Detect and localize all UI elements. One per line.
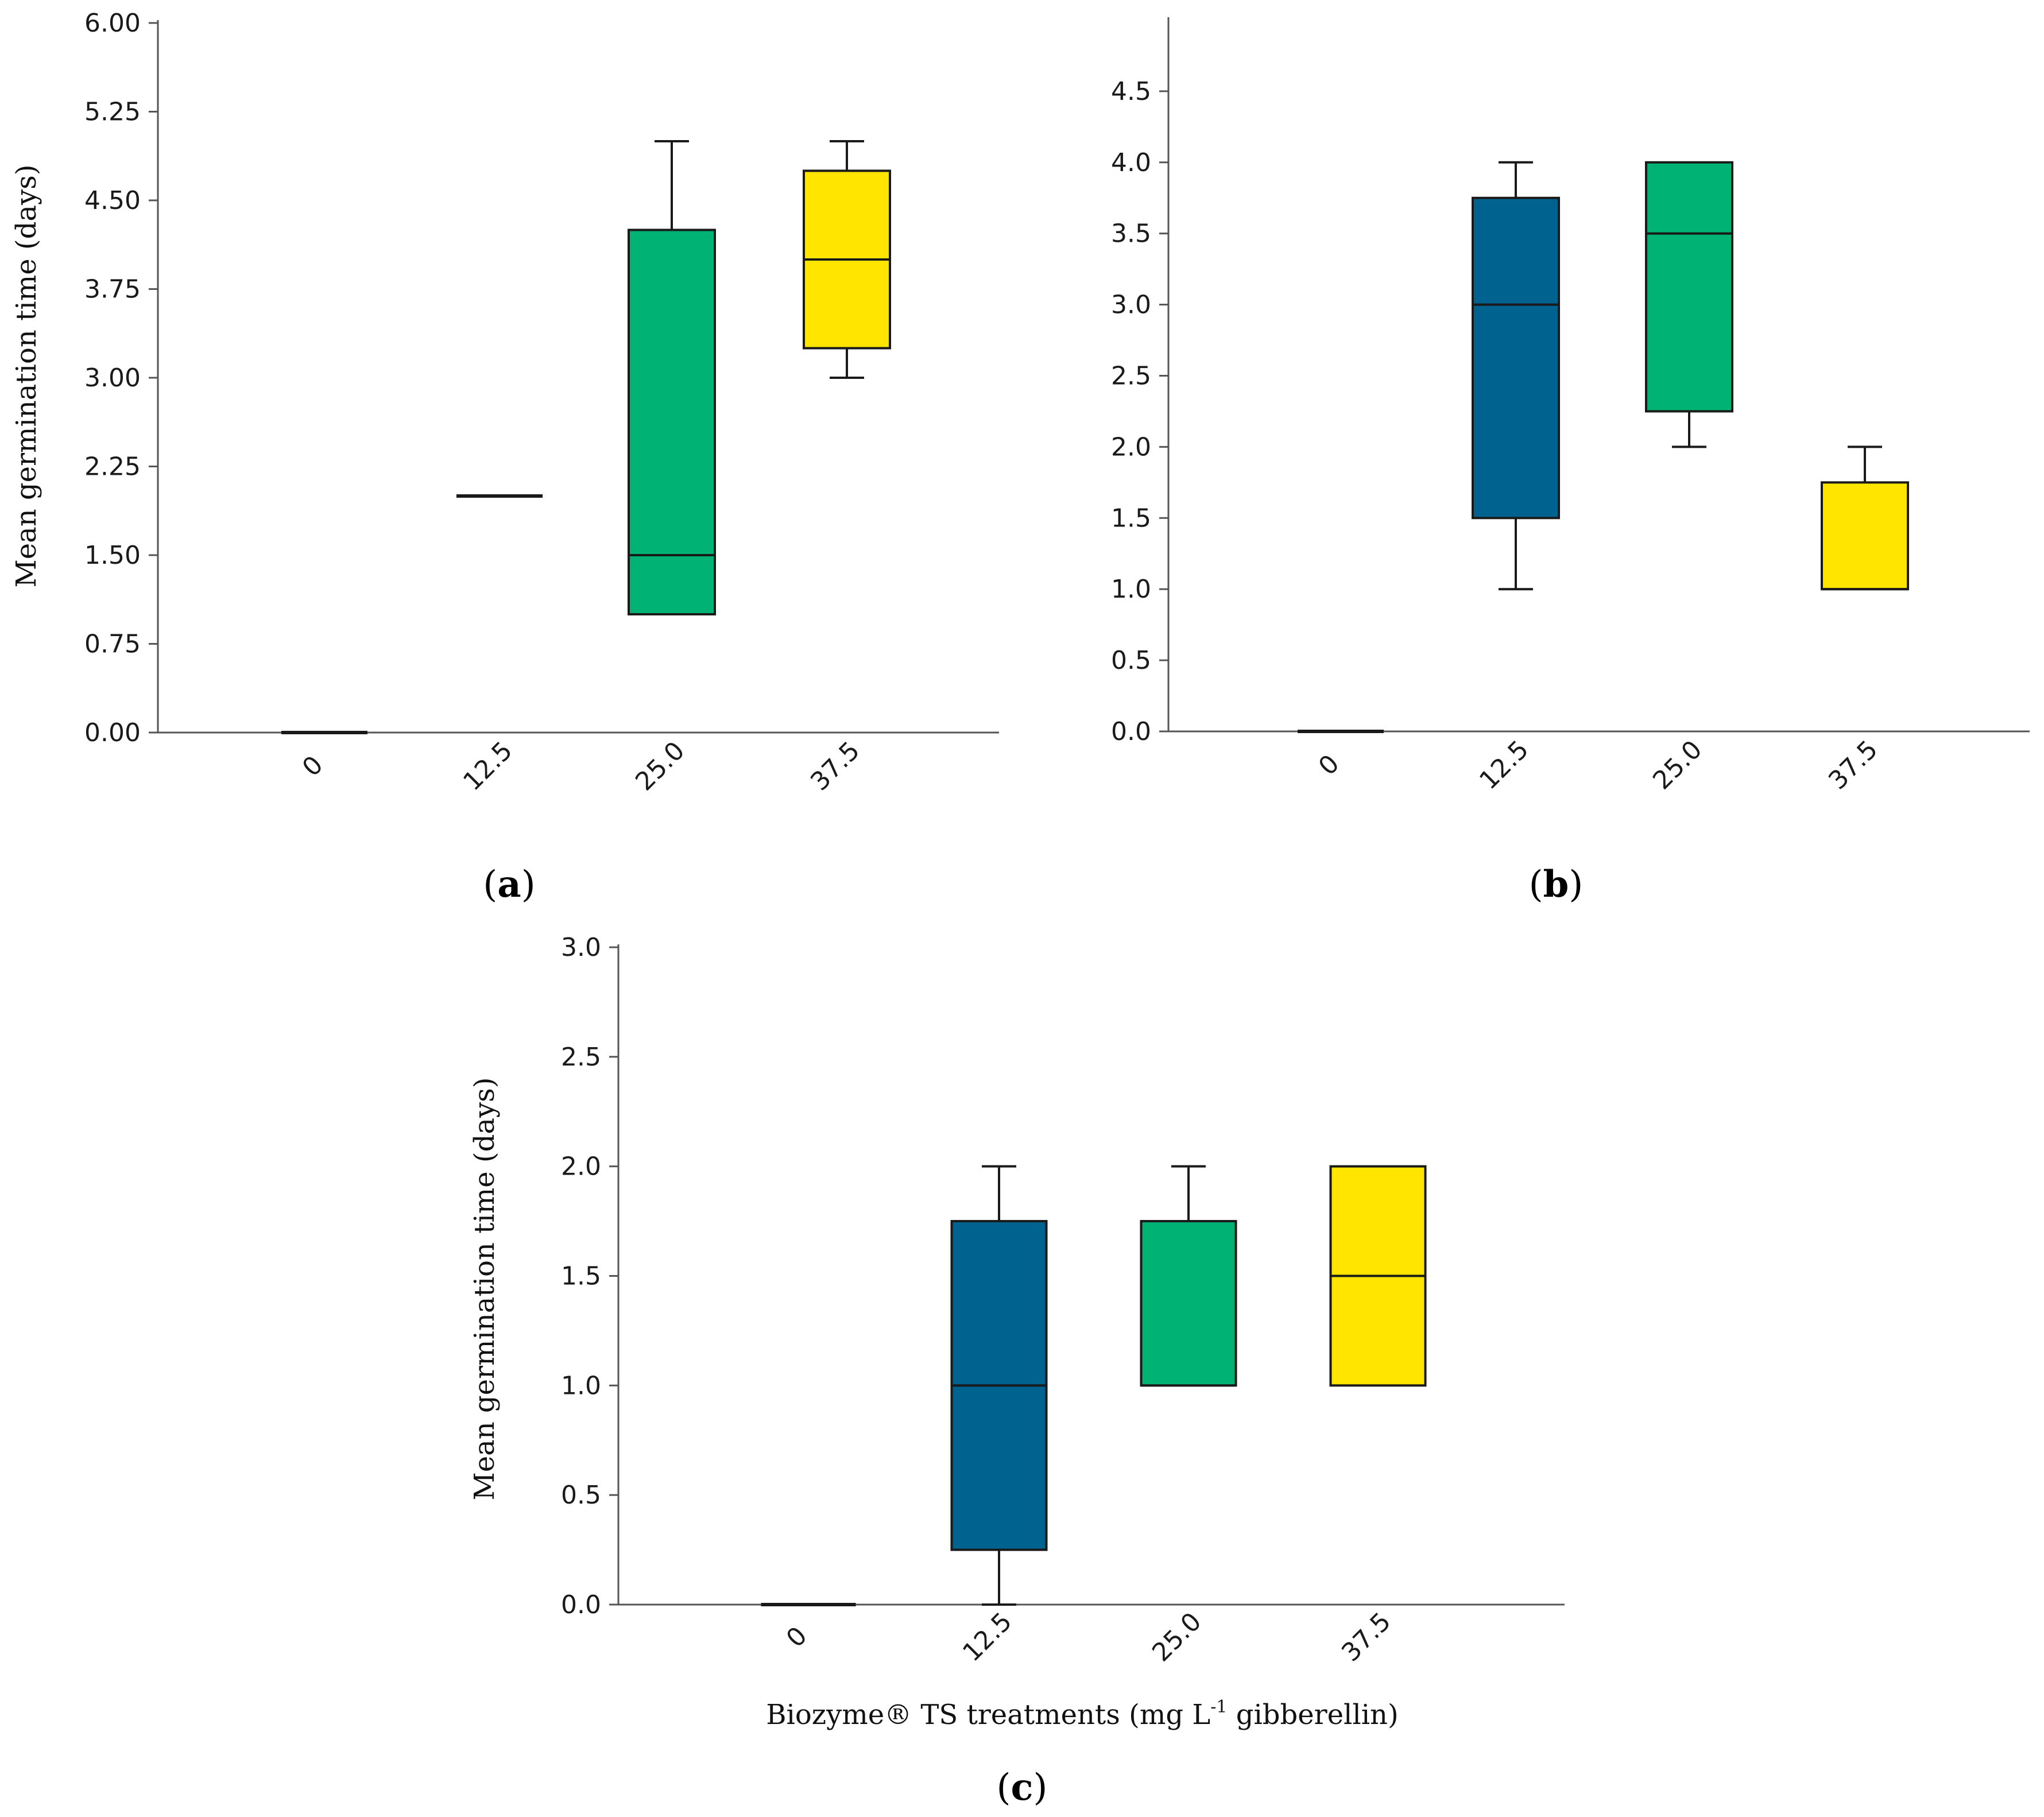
panel-c-x-tick-label: 37.5 [1336, 1607, 1396, 1667]
panel-c-y-tick-label: 2.5 [561, 1043, 601, 1072]
panel-a-x-tick-label: 12.5 [458, 736, 518, 796]
panel-b-x-tick-label: 12.5 [1474, 735, 1534, 795]
panel-a: 0.00 0.75 1.50 2.25 3.00 3.75 4.50 5.25 6.00 0 12.… [84, 9, 999, 796]
panel-b-y-tick-label: 0.0 [1111, 717, 1151, 746]
panel-c-y-tick-label: 0.5 [561, 1481, 601, 1510]
panel-b-y-tick-label: 2.0 [1111, 432, 1151, 462]
panel-b-box-12.5 [1472, 161, 1560, 591]
panel-c-x-tick-label: 0 [781, 1621, 813, 1653]
panel-b-y-tick-label: 0.5 [1111, 646, 1151, 675]
panel-a-y-tick-label: 0.75 [84, 630, 141, 659]
x-axis-title-superscript: -1 [1210, 1697, 1227, 1717]
panel-b-y-tick-label: 1.0 [1111, 575, 1151, 604]
panel-c-x-tick-label: 25.0 [1147, 1607, 1207, 1667]
panel-a-y-tick-label: 6.00 [84, 9, 141, 38]
panel-a-y-tick-label: 5.25 [84, 98, 141, 127]
panel-c-label: (c) [997, 1766, 1048, 1809]
panel-a-box-37.5 [803, 140, 891, 379]
panel-c-box-12.5 [950, 1165, 1048, 1606]
panel-c-y-tick-label: 2.0 [561, 1152, 601, 1181]
panel-b-label: (b) [1529, 863, 1584, 906]
panel-c-x-tick-label: 12.5 [957, 1607, 1017, 1667]
box [1645, 161, 1733, 413]
panel-a-label: (a) [483, 863, 535, 906]
panel-b-y-tick-label: 4.0 [1111, 148, 1151, 177]
panel-a-y-tick-label: 0.00 [84, 718, 141, 747]
panel-b-letter: b [1543, 863, 1569, 906]
panel-b-y-tick-label: 2.5 [1111, 362, 1151, 391]
panel-a-box-25.0 [628, 140, 716, 615]
panel-c-y-axis-title: Mean germination time (days) [469, 1078, 501, 1501]
box [1821, 481, 1909, 591]
panel-a-letter: a [497, 863, 521, 906]
panel-b-y-tick-label: 1.5 [1111, 503, 1151, 533]
panel-b-x-tick-label: 25.0 [1647, 735, 1708, 795]
panel-a-x-tick-label: 37.5 [805, 736, 865, 796]
panel-b-y-tick-label: 3.5 [1111, 219, 1151, 249]
panel-c-box-25.0 [1140, 1165, 1237, 1387]
x-axis-title-before: Biozyme® TS treatments (mg L [766, 1699, 1210, 1731]
panel-c-y-tick-label: 0.0 [561, 1590, 601, 1620]
panel-a-y-tick-label: 3.75 [84, 275, 141, 304]
panel-b-y-tick-label: 4.5 [1111, 77, 1151, 106]
box [628, 228, 716, 615]
panel-c-y-tick-label: 1.0 [561, 1371, 601, 1400]
panel-c-x-axis-title: Biozyme® TS treatments (mg L-1 gibberell… [766, 1697, 1398, 1731]
panel-a-y-axis-title: Mean germination time (days) [10, 165, 42, 588]
panel-a-x-tick-label: 0 [297, 750, 329, 782]
box [1140, 1220, 1237, 1387]
x-axis-title-after: gibberellin) [1227, 1699, 1398, 1731]
panel-a-y-tick-label: 4.50 [84, 186, 141, 215]
panel-c: 0.0 0.5 1.0 1.5 2.0 2.5 3.0 0 12.5 25.0 37.5 [561, 933, 1565, 1667]
panel-c-box-37.5 [1329, 1165, 1427, 1387]
panel-a-y-tick-label: 3.00 [84, 363, 141, 393]
panel-b-x-tick-label: 0 [1313, 749, 1345, 781]
panel-a-x-tick-label: 25.0 [630, 736, 690, 796]
box [1472, 196, 1560, 520]
panel-c-letter: c [1011, 1766, 1033, 1809]
panel-b: 0.0 0.5 1.0 1.5 2.0 2.5 3.0 3.5 4.0 4.5 0 12.5 25.0 3… [1111, 17, 2030, 795]
panel-a-y-tick-label: 2.25 [84, 452, 141, 482]
panel-b-x-tick-label: 37.5 [1823, 735, 1883, 795]
panel-b-box-37.5 [1821, 445, 1909, 591]
panel-c-y-tick-label: 1.5 [561, 1262, 601, 1291]
panel-a-y-tick-label: 1.50 [84, 541, 141, 570]
panel-b-box-25.0 [1645, 161, 1733, 448]
panel-c-y-tick-label: 3.0 [561, 933, 601, 962]
panel-b-y-tick-label: 3.0 [1111, 290, 1151, 320]
